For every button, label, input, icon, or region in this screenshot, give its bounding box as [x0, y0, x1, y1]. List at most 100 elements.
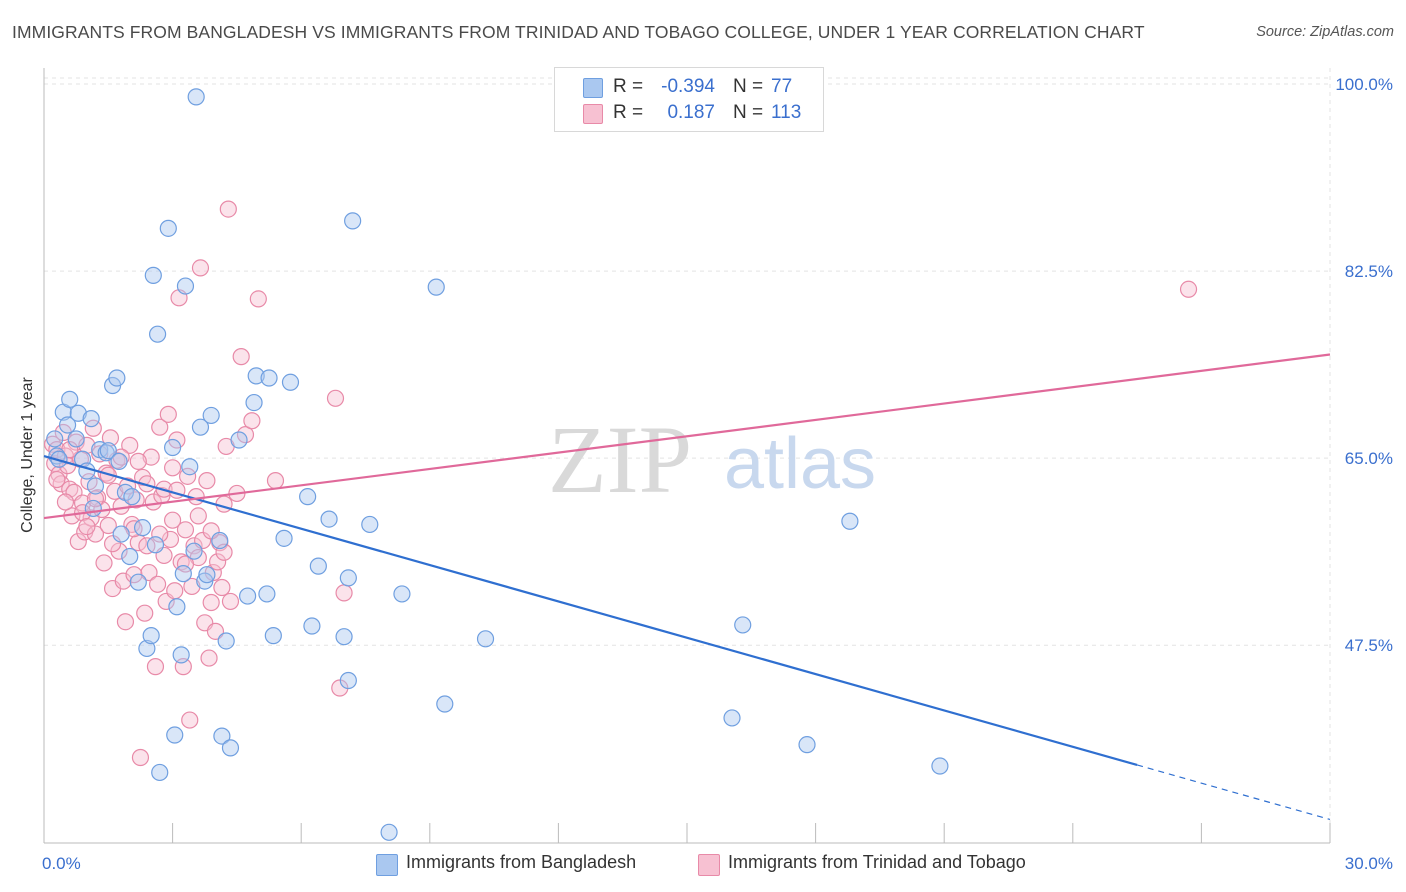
data-point	[181, 711, 199, 729]
data-point	[281, 373, 300, 391]
axes	[43, 68, 1331, 844]
data-point	[97, 444, 115, 462]
data-point	[258, 585, 276, 603]
data-point	[303, 617, 321, 635]
watermark: ZIP atlas	[548, 406, 876, 513]
data-point	[393, 585, 411, 603]
data-point	[144, 266, 162, 284]
data-point	[125, 520, 143, 538]
data-point	[213, 578, 231, 597]
data-point	[84, 499, 102, 518]
data-point	[798, 736, 816, 754]
data-point	[144, 493, 162, 511]
data-point	[48, 470, 66, 489]
y-tick-label: 82.5%	[1345, 262, 1393, 281]
data-point	[206, 622, 225, 640]
tick-labels: 100.0% 82.5% 65.0% 47.5% 0.0% 30.0%	[42, 75, 1393, 873]
legend-label-trinidad: Immigrants from Trinidad and Tobago	[728, 852, 1026, 872]
data-point	[275, 529, 293, 547]
data-point	[78, 436, 96, 454]
data-point	[58, 416, 77, 434]
data-point	[176, 521, 195, 539]
data-point	[191, 418, 210, 436]
data-point	[427, 278, 445, 296]
data-point	[166, 726, 184, 744]
data-point	[326, 389, 345, 407]
data-point	[142, 627, 160, 645]
data-point	[148, 575, 167, 593]
data-point	[95, 554, 113, 572]
data-point	[164, 511, 182, 529]
legend-label-bangladesh: Immigrants from Bangladesh	[406, 852, 637, 872]
data-point	[82, 410, 100, 428]
data-point	[189, 507, 207, 525]
data-point	[339, 671, 357, 690]
data-point	[260, 369, 278, 387]
data-point	[78, 517, 96, 536]
data-point	[146, 536, 165, 554]
data-point	[361, 515, 379, 534]
data-point	[221, 592, 240, 611]
trend-lines	[43, 353, 1331, 821]
data-point	[198, 566, 216, 584]
watermark-zip: ZIP	[548, 406, 692, 513]
data-point	[112, 525, 130, 543]
data-point	[103, 535, 122, 553]
data-point	[138, 639, 156, 658]
data-point	[723, 709, 741, 727]
data-point	[266, 472, 285, 490]
data-point	[159, 405, 177, 423]
data-point	[146, 658, 165, 676]
data-point	[159, 219, 177, 237]
source-label: Source: ZipAtlas.com	[1256, 24, 1394, 40]
stats-legend: R = -0.394 N = 77 R = 0.187 N = 113	[554, 67, 824, 132]
data-point	[320, 510, 338, 528]
data-point	[114, 572, 132, 590]
y-tick-label: 65.0%	[1345, 449, 1393, 468]
y-tick-label: 47.5%	[1345, 636, 1393, 655]
data-point	[176, 277, 195, 295]
data-point	[131, 748, 150, 767]
data-point	[215, 495, 233, 513]
data-point	[164, 438, 182, 457]
data-point	[931, 757, 949, 775]
legend-r-label: R =	[613, 102, 644, 123]
y-tick-label: 100.0%	[1335, 75, 1393, 94]
data-point	[69, 404, 87, 422]
data-point	[61, 390, 79, 408]
data-point	[264, 627, 282, 645]
data-point	[196, 572, 214, 590]
data-point	[121, 436, 139, 454]
data-point	[161, 530, 180, 549]
data-point	[172, 646, 190, 664]
x-tick-label: 30.0%	[1345, 854, 1393, 873]
legend-swatch-blue	[583, 78, 603, 98]
data-point	[187, 88, 205, 106]
data-point	[164, 459, 182, 477]
data-point	[142, 448, 160, 466]
data-point	[211, 531, 229, 550]
data-point	[1179, 280, 1198, 298]
data-point	[436, 695, 454, 713]
data-point	[734, 616, 752, 634]
data-point	[129, 573, 147, 591]
data-point	[232, 348, 250, 366]
data-point	[116, 613, 135, 631]
data-point	[249, 290, 267, 308]
data-point	[202, 593, 220, 612]
data-point	[245, 393, 263, 412]
data-point	[69, 532, 87, 551]
data-point	[121, 547, 139, 566]
data-point	[213, 727, 231, 745]
data-point	[138, 537, 156, 555]
data-point	[230, 431, 248, 449]
data-point	[243, 412, 261, 430]
data-point	[140, 563, 158, 582]
legend-n-label: N =	[733, 76, 764, 97]
data-point	[339, 569, 357, 587]
data-point	[73, 494, 92, 512]
data-point	[309, 557, 327, 575]
chart-title: IMMIGRANTS FROM BANGLADESH VS IMMIGRANTS…	[12, 22, 1145, 42]
data-point	[335, 628, 353, 646]
